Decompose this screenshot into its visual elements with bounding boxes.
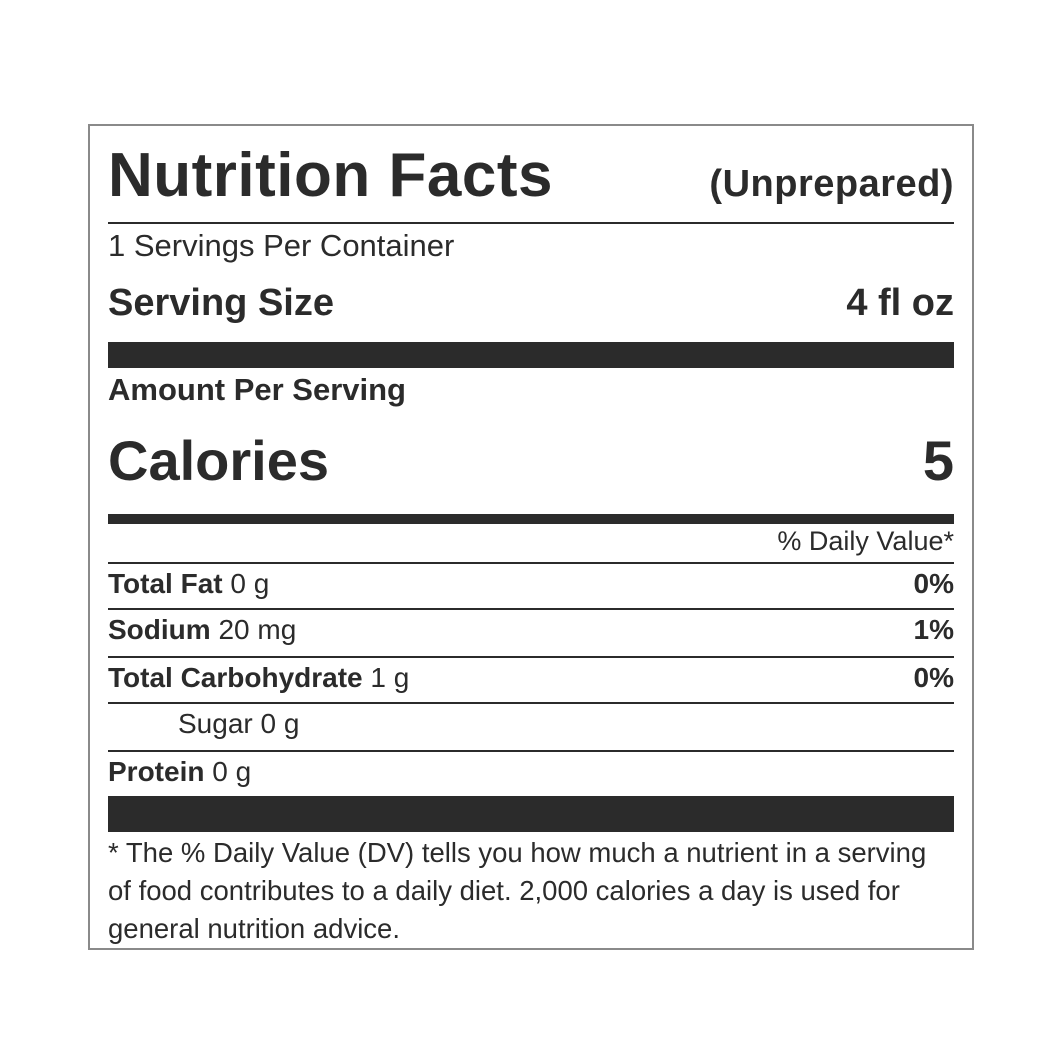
amount-per-serving-text: Amount Per Serving: [108, 372, 406, 407]
label-subtitle: (Unprepared): [709, 163, 954, 205]
divider-bottom-thick: [108, 796, 954, 832]
divider-thin: [108, 222, 954, 224]
nutrient-row-sodium: Sodium 20 mg 1%: [108, 614, 954, 646]
nutrient-daily-value: 1%: [913, 614, 954, 645]
divider-thin: [108, 750, 954, 752]
nutrient-row-total-fat: Total Fat 0 g 0%: [108, 568, 954, 600]
servings-text: 1 Servings Per Container: [108, 228, 455, 263]
nutrient-amount: 0 g: [260, 708, 300, 739]
divider-thin: [108, 702, 954, 704]
servings-per-container: 1 Servings Per Container: [108, 228, 954, 264]
divider-thin: [108, 562, 954, 564]
nutrient-name: Sugar: [178, 708, 253, 739]
nutrient-row-total-carbohydrate: Total Carbohydrate 1 g 0%: [108, 662, 954, 694]
serving-size-row: Serving Size 4 fl oz: [108, 282, 954, 325]
serving-size-label: Serving Size: [108, 282, 334, 324]
nutrient-daily-value: 0%: [913, 568, 954, 599]
daily-value-header: % Daily Value*: [108, 526, 954, 557]
divider-thin: [108, 656, 954, 658]
nutrient-row-sugar: Sugar 0 g: [108, 708, 954, 740]
calories-row: Calories 5: [108, 428, 954, 493]
nutrient-daily-value: 0%: [913, 662, 954, 693]
nutrient-name: Sodium: [108, 614, 211, 645]
amount-per-serving: Amount Per Serving: [108, 372, 954, 408]
nutrient-row-protein: Protein 0 g: [108, 756, 954, 788]
nutrient-name: Total Fat: [108, 568, 223, 599]
calories-value: 5: [922, 429, 954, 492]
divider-thin: [108, 608, 954, 610]
calories-label: Calories: [108, 429, 329, 492]
nutrient-amount: 1 g: [370, 662, 410, 693]
title-row: Nutrition Facts (Unprepared): [108, 140, 954, 220]
nutrient-amount: 0 g: [212, 756, 252, 787]
nutrient-amount: 20 mg: [218, 614, 297, 645]
nutrient-name: Total Carbohydrate: [108, 662, 363, 693]
daily-value-header-text: % Daily Value*: [777, 526, 954, 556]
nutrient-amount: 0 g: [230, 568, 270, 599]
divider-medium: [108, 514, 954, 524]
label-title: Nutrition Facts: [108, 141, 553, 210]
divider-thick: [108, 342, 954, 368]
daily-value-footnote: * The % Daily Value (DV) tells you how m…: [108, 837, 927, 944]
serving-size-value: 4 fl oz: [846, 282, 954, 324]
nutrient-name: Protein: [108, 756, 205, 787]
nutrition-facts-label: Nutrition Facts (Unprepared) 1 Servings …: [88, 124, 974, 950]
